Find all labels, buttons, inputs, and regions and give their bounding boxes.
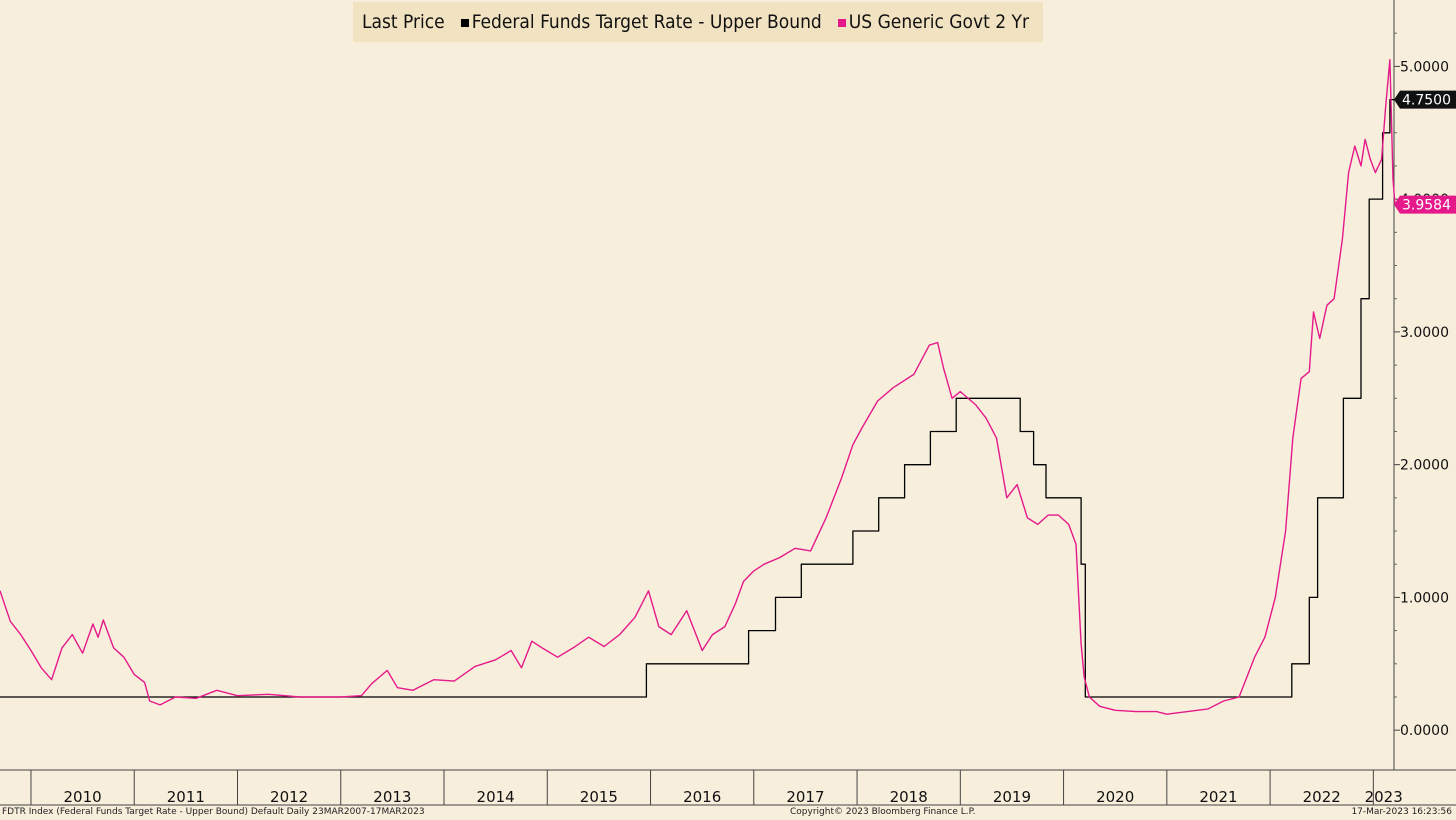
last-value-tag: 4.7500 [1394,90,1456,109]
series-line-us-2yr [0,59,1396,715]
x-tick-label: 2023 [1365,788,1403,806]
last-value-tag: 3.9584 [1394,195,1456,214]
legend: Last Price Federal Funds Target Rate - U… [353,2,1043,42]
legend-title: Last Price [362,11,445,33]
x-tick-label: 2012 [270,788,308,806]
y-tick-label: 0.0000 [1400,723,1449,739]
legend-item-fed-funds[interactable]: Federal Funds Target Rate - Upper Bound [460,11,822,33]
footer-source: FDTR Index (Federal Funds Target Rate - … [2,807,425,817]
last-value-tag-bg [1394,195,1456,214]
footer-timestamp: 17-Mar-2023 16:23:56 [1351,807,1452,817]
plot-area [0,0,1394,770]
legend-label-fed-funds: Federal Funds Target Rate - Upper Bound [471,11,822,33]
x-tick-label: 2018 [890,788,928,806]
y-tick-label: 3.0000 [1400,325,1449,341]
series-line-fed-funds [0,98,1395,698]
x-tick-label: 2010 [64,788,102,806]
x-tick-label: 2017 [786,788,824,806]
y-tick-label: 1.0000 [1400,590,1449,606]
last-value-tag-label: 3.9584 [1402,198,1451,214]
footer-copyright: Copyright© 2023 Bloomberg Finance L.P. [790,807,976,817]
legend-item-us-2yr[interactable]: US Generic Govt 2 Yr [837,11,1029,33]
last-value-tag-bg [1394,90,1456,109]
x-tick-label: 2020 [1096,788,1134,806]
y-axis-value-labels: 4.7500 3.9584 [1394,90,1456,214]
x-tick-label: 2014 [477,788,515,806]
legend-swatch-us-2yr [837,19,846,27]
x-tick-label: 2011 [167,788,205,806]
x-tick-label: 2015 [580,788,618,806]
x-tick-label: 2022 [1303,788,1341,806]
x-tick-label: 2016 [683,788,721,806]
x-tick-label: 2013 [373,788,411,806]
x-tick-label: 2021 [1199,788,1237,806]
x-tick-label: 2019 [993,788,1031,806]
legend-swatch-fed-funds [460,19,469,27]
legend-label-us-2yr: US Generic Govt 2 Yr [848,11,1029,33]
y-tick-label: 5.0000 [1400,59,1449,75]
last-value-tag-label: 4.7500 [1402,93,1451,109]
series-layer [0,59,1396,715]
y-tick-label: 2.0000 [1400,458,1449,474]
